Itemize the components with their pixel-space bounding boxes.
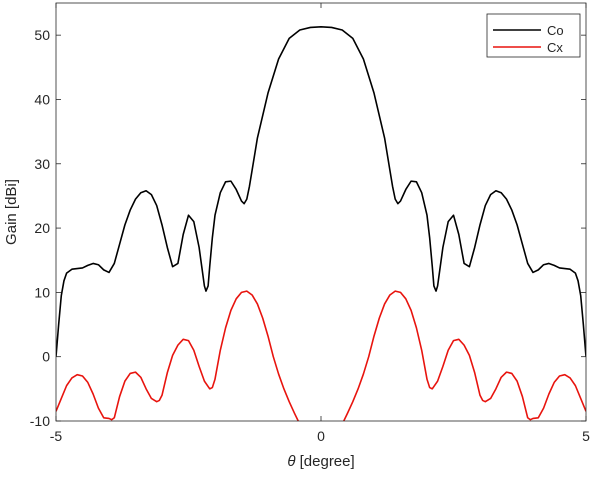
x-axis-label-text: [degree] xyxy=(295,453,354,470)
y-tick-label-3: 20 xyxy=(34,220,50,236)
y-tick-label-2: 10 xyxy=(34,284,50,300)
y-tick-label-6: 50 xyxy=(34,27,50,43)
x-tick-label-2: 5 xyxy=(582,428,590,444)
y-tick-label-5: 40 xyxy=(34,91,50,107)
x-axis-label-symbol: θ xyxy=(287,453,295,470)
series-line-cx xyxy=(56,290,586,421)
series-layer xyxy=(56,25,586,421)
legend-label-co: Co xyxy=(547,23,564,38)
y-tick-label-0: -10 xyxy=(30,413,50,429)
x-tick-label-0: -5 xyxy=(50,428,63,444)
y-tick-label-4: 30 xyxy=(34,156,50,172)
tick-layer: -5 0 5 -10 0 10 20 30 40 50 xyxy=(30,3,590,444)
x-axis-label: θ [degree] xyxy=(287,453,354,470)
legend: Co Cx xyxy=(486,13,581,58)
y-tick-label-1: 0 xyxy=(42,349,50,365)
x-tick-label-1: 0 xyxy=(317,428,325,444)
legend-label-cx: Cx xyxy=(547,40,563,55)
y-axis-label: Gain [dBi] xyxy=(3,179,20,245)
legend-box xyxy=(486,13,581,58)
plot-background xyxy=(56,3,586,421)
series-line-co xyxy=(56,25,586,357)
